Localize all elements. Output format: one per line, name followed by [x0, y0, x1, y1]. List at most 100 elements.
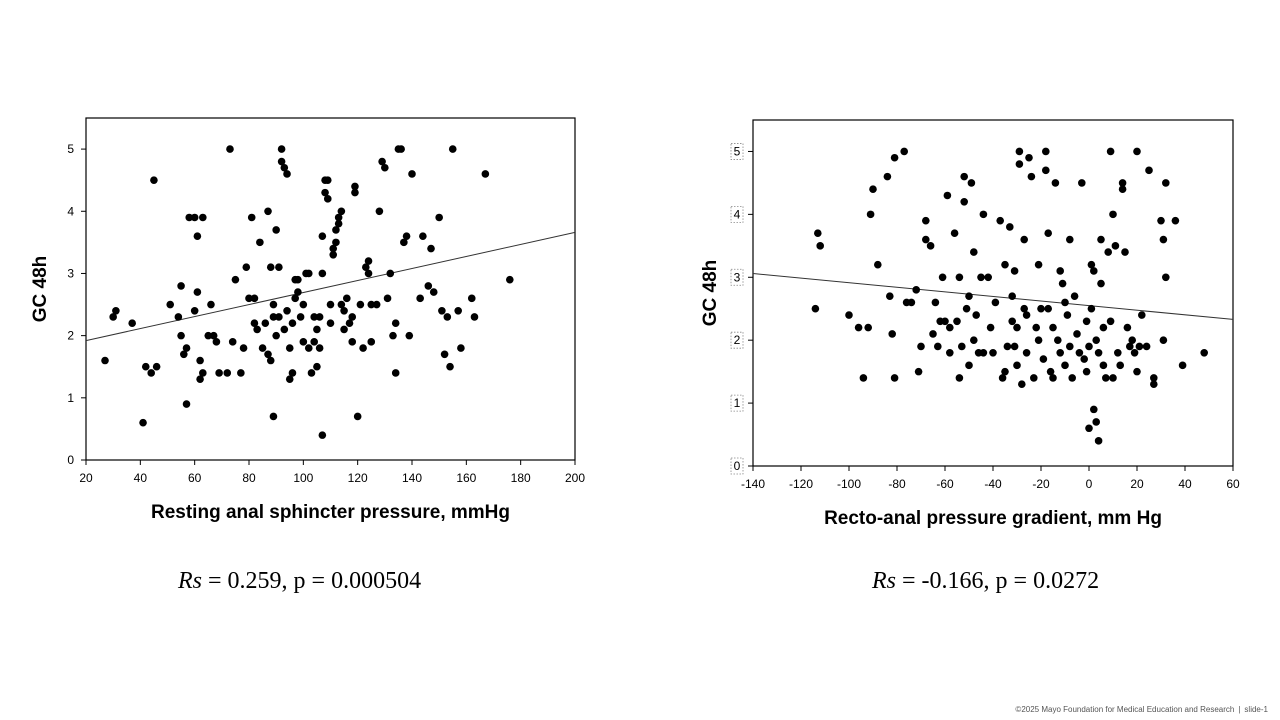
data-point-left-114 [375, 207, 384, 216]
data-point-left-1 [109, 313, 117, 321]
data-point-left-146 [269, 412, 278, 421]
data-point-right-124 [1106, 147, 1115, 156]
footer-separator: | [1238, 705, 1241, 714]
x-tick-label-right-0: -140 [741, 477, 765, 491]
data-point-left-33 [231, 275, 240, 284]
data-point-left-89 [329, 251, 338, 259]
x-tick-label-right-8: 20 [1130, 477, 1144, 491]
data-point-right-18 [912, 286, 920, 294]
rs-label-right: Rs [872, 568, 896, 594]
data-point-right-35 [955, 273, 964, 282]
data-point-right-71 [1020, 235, 1028, 244]
data-point-right-67 [1015, 147, 1024, 156]
y-tick-label-right-0: 0 [734, 459, 741, 473]
data-point-right-62 [1008, 292, 1016, 300]
y-tick-label-right-3: 3 [734, 270, 741, 284]
data-point-right-88 [1049, 374, 1057, 382]
data-point-left-22 [196, 356, 204, 365]
correlation-right: Rs = -0.166, p = 0.0272 [872, 568, 1099, 595]
data-point-left-42 [256, 238, 264, 247]
data-point-left-57 [280, 163, 289, 172]
data-point-left-77 [313, 362, 321, 371]
data-point-left-147 [291, 275, 299, 284]
data-point-right-29 [941, 317, 949, 326]
data-point-right-33 [950, 229, 959, 238]
data-point-right-54 [991, 298, 1000, 307]
data-point-left-18 [190, 306, 199, 315]
data-point-left-37 [245, 294, 253, 303]
data-point-right-80 [1037, 304, 1045, 313]
data-point-left-126 [405, 331, 414, 340]
data-point-right-112 [1090, 267, 1098, 275]
data-point-left-98 [340, 325, 348, 334]
x-axis-label-left: Resting anal sphincter pressure, mmHg [151, 502, 510, 523]
y-tick-label-left-2: 2 [67, 329, 74, 343]
data-point-right-81 [1039, 355, 1048, 363]
y-axis-label-right: GC 48h [700, 260, 721, 327]
data-point-left-90 [329, 244, 338, 253]
data-point-right-56 [998, 374, 1007, 382]
data-point-right-108 [1085, 342, 1093, 351]
data-point-right-1 [814, 229, 822, 238]
data-point-left-70 [299, 300, 308, 309]
data-point-right-45 [970, 336, 978, 344]
data-point-right-73 [1022, 348, 1031, 357]
data-point-left-7 [150, 176, 158, 184]
data-point-left-99 [343, 294, 351, 303]
data-point-right-51 [984, 273, 992, 282]
data-point-right-121 [1102, 374, 1110, 382]
y-tick-label-left-0: 0 [67, 453, 74, 467]
data-point-left-115 [378, 157, 386, 166]
data-point-left-51 [272, 331, 280, 340]
data-point-right-39 [960, 172, 968, 181]
data-point-left-127 [408, 170, 416, 178]
x-tick-label-right-6: -20 [1032, 477, 1050, 491]
data-point-left-110 [364, 257, 373, 265]
data-point-left-69 [299, 338, 308, 346]
data-point-left-41 [253, 325, 261, 334]
data-point-left-25 [204, 331, 213, 340]
data-point-right-17 [907, 298, 916, 307]
data-point-right-7 [866, 210, 875, 219]
data-point-right-128 [1114, 348, 1122, 357]
data-point-left-17 [190, 213, 199, 222]
data-point-right-28 [938, 273, 947, 282]
data-point-right-82 [1042, 147, 1050, 156]
data-point-right-135 [1128, 336, 1136, 344]
data-point-right-118 [1097, 235, 1105, 244]
data-point-left-86 [323, 176, 332, 184]
y-tick-label-right-1: 1 [734, 396, 741, 410]
data-point-left-40 [250, 319, 259, 328]
data-point-left-6 [147, 369, 155, 377]
data-point-left-119 [389, 331, 397, 340]
data-point-left-27 [209, 331, 218, 340]
data-point-right-146 [1159, 235, 1168, 244]
trend-line-right [752, 273, 1234, 320]
data-point-right-53 [989, 348, 997, 357]
data-point-left-45 [264, 350, 272, 359]
data-point-right-110 [1087, 304, 1096, 313]
data-point-right-52 [986, 323, 995, 332]
data-point-left-96 [337, 207, 346, 216]
data-point-left-100 [345, 319, 354, 328]
data-point-left-141 [467, 294, 476, 303]
data-point-left-117 [383, 294, 392, 303]
data-point-left-112 [367, 338, 376, 346]
data-point-left-143 [481, 170, 490, 178]
data-point-right-132 [1121, 248, 1129, 256]
data-point-right-78 [1034, 260, 1043, 269]
data-point-left-97 [340, 306, 348, 315]
data-point-left-104 [351, 182, 359, 191]
x-tick-label-right-5: -40 [984, 477, 1002, 491]
data-point-right-151 [1178, 361, 1187, 370]
data-point-left-139 [454, 306, 462, 315]
data-point-left-74 [307, 369, 316, 377]
data-point-left-80 [315, 344, 324, 352]
data-point-left-68 [296, 313, 305, 321]
data-point-right-23 [926, 242, 935, 250]
data-point-left-34 [237, 369, 245, 377]
data-point-right-34 [953, 317, 961, 326]
data-point-right-102 [1075, 348, 1084, 357]
data-point-left-16 [185, 213, 194, 222]
